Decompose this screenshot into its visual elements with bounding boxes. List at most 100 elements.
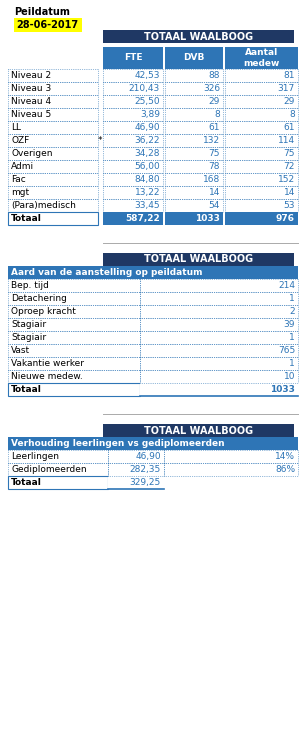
Text: TOTAAL WAALBOOG: TOTAAL WAALBOOG — [144, 425, 253, 436]
Text: Peildatum: Peildatum — [14, 7, 70, 17]
Text: 152: 152 — [278, 175, 295, 184]
Text: Nieuwe medew.: Nieuwe medew. — [11, 372, 83, 381]
Text: 1033: 1033 — [270, 385, 295, 394]
Text: 8: 8 — [289, 110, 295, 119]
Text: (Para)medisch: (Para)medisch — [11, 201, 76, 210]
Text: 1: 1 — [289, 359, 295, 368]
Text: Niveau 4: Niveau 4 — [11, 97, 51, 106]
Text: Niveau 5: Niveau 5 — [11, 110, 51, 119]
Text: 84,80: 84,80 — [134, 175, 160, 184]
Text: Aard van de aanstelling op peildatum: Aard van de aanstelling op peildatum — [11, 268, 203, 277]
Text: 214: 214 — [278, 281, 295, 290]
Text: 587,22: 587,22 — [125, 214, 160, 223]
Text: 329,25: 329,25 — [130, 478, 161, 487]
Text: Verhouding leerlingen vs gediplomeerden: Verhouding leerlingen vs gediplomeerden — [11, 439, 225, 448]
Text: Oproep kracht: Oproep kracht — [11, 307, 76, 316]
Bar — [14, 18, 82, 32]
Text: 326: 326 — [203, 84, 220, 93]
Text: 168: 168 — [203, 175, 220, 184]
Text: Fac: Fac — [11, 175, 26, 184]
Bar — [103, 47, 163, 69]
Text: TOTAAL WAALBOOG: TOTAAL WAALBOOG — [144, 31, 253, 42]
Bar — [8, 266, 298, 279]
Text: 42,53: 42,53 — [135, 71, 160, 80]
Bar — [103, 424, 294, 437]
Text: Stagiair: Stagiair — [11, 320, 46, 329]
Text: 1: 1 — [289, 294, 295, 303]
Text: 14%: 14% — [275, 452, 295, 461]
Bar — [108, 476, 164, 489]
Text: Gediplomeerden: Gediplomeerden — [11, 465, 87, 474]
Text: 317: 317 — [278, 84, 295, 93]
Text: 1: 1 — [289, 333, 295, 342]
Text: 210,43: 210,43 — [129, 84, 160, 93]
Text: 54: 54 — [209, 201, 220, 210]
Text: 53: 53 — [283, 201, 295, 210]
Text: 14: 14 — [284, 188, 295, 197]
Text: 39: 39 — [283, 320, 295, 329]
Text: Aantal
medew: Aantal medew — [243, 48, 280, 68]
Text: 132: 132 — [203, 136, 220, 145]
Bar — [8, 437, 298, 450]
Text: 81: 81 — [283, 71, 295, 80]
Text: 3,89: 3,89 — [140, 110, 160, 119]
Text: 34,28: 34,28 — [135, 149, 160, 158]
Text: mgt: mgt — [11, 188, 29, 197]
Text: Vast: Vast — [11, 346, 30, 355]
Text: 46,90: 46,90 — [134, 123, 160, 132]
Text: Niveau 3: Niveau 3 — [11, 84, 51, 93]
Text: Stagiair: Stagiair — [11, 333, 46, 342]
Bar — [140, 383, 298, 396]
Text: 78: 78 — [208, 162, 220, 171]
Text: 88: 88 — [208, 71, 220, 80]
Text: 114: 114 — [278, 136, 295, 145]
Bar — [225, 47, 298, 69]
Text: *: * — [98, 136, 102, 145]
Text: 2: 2 — [289, 307, 295, 316]
Text: DVB: DVB — [183, 54, 205, 63]
Text: Overigen: Overigen — [11, 149, 53, 158]
Bar — [103, 30, 294, 43]
Bar — [8, 212, 98, 225]
Text: OZF: OZF — [11, 136, 29, 145]
Text: 13,22: 13,22 — [135, 188, 160, 197]
Text: 46,90: 46,90 — [135, 452, 161, 461]
Text: 10: 10 — [283, 372, 295, 381]
Text: 282,35: 282,35 — [130, 465, 161, 474]
Text: Bep. tijd: Bep. tijd — [11, 281, 49, 290]
Text: Leerlingen: Leerlingen — [11, 452, 59, 461]
Bar — [165, 47, 223, 69]
Text: LL: LL — [11, 123, 21, 132]
Text: 765: 765 — [278, 346, 295, 355]
Text: 976: 976 — [276, 214, 295, 223]
Bar — [103, 212, 163, 225]
Text: 29: 29 — [209, 97, 220, 106]
Text: 25,50: 25,50 — [134, 97, 160, 106]
Text: 8: 8 — [214, 110, 220, 119]
Bar — [103, 253, 294, 266]
Bar — [165, 212, 223, 225]
Text: 86%: 86% — [275, 465, 295, 474]
Bar — [8, 476, 108, 489]
Text: 72: 72 — [284, 162, 295, 171]
Text: 33,45: 33,45 — [134, 201, 160, 210]
Text: Vakantie werker: Vakantie werker — [11, 359, 84, 368]
Bar — [8, 383, 140, 396]
Text: Totaal: Totaal — [11, 214, 42, 223]
Text: 61: 61 — [208, 123, 220, 132]
Text: 29: 29 — [284, 97, 295, 106]
Text: 61: 61 — [283, 123, 295, 132]
Text: FTE: FTE — [124, 54, 142, 63]
Text: 75: 75 — [283, 149, 295, 158]
Text: Niveau 2: Niveau 2 — [11, 71, 51, 80]
Bar — [225, 212, 298, 225]
Text: 75: 75 — [208, 149, 220, 158]
Text: 56,00: 56,00 — [134, 162, 160, 171]
Text: Totaal: Totaal — [11, 385, 42, 394]
Text: 14: 14 — [209, 188, 220, 197]
Text: TOTAAL WAALBOOG: TOTAAL WAALBOOG — [144, 254, 253, 265]
Text: Admi: Admi — [11, 162, 34, 171]
Text: Totaal: Totaal — [11, 478, 42, 487]
Text: 28-06-2017: 28-06-2017 — [16, 20, 78, 30]
Text: 1033: 1033 — [195, 214, 220, 223]
